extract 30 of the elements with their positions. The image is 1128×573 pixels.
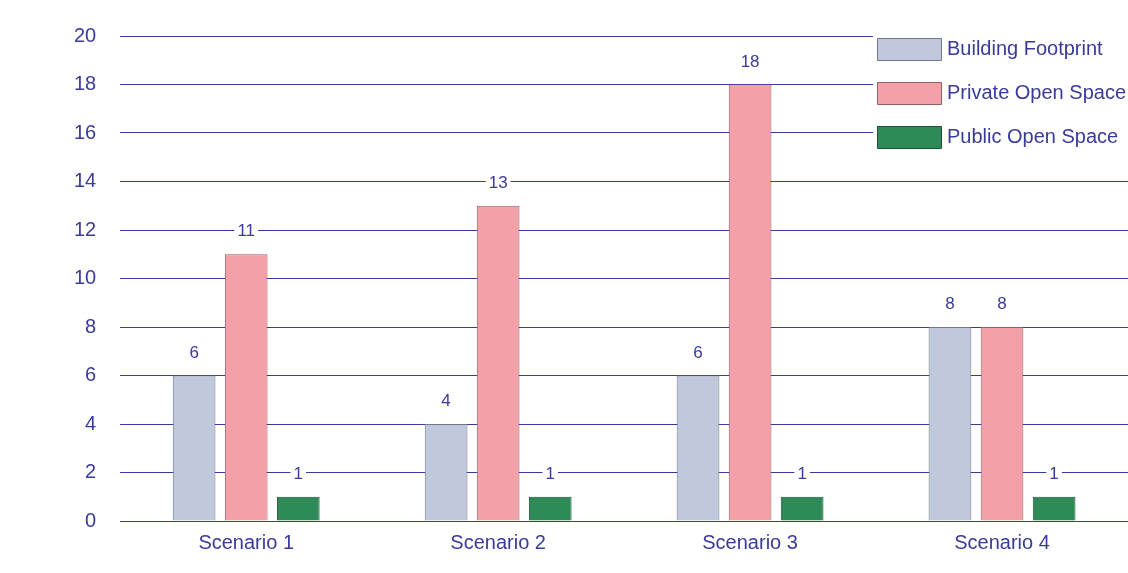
x-tick-label: Scenario 3	[702, 530, 798, 553]
y-tick-label: 6	[85, 363, 97, 386]
legend-label: Building Footprint	[947, 36, 1104, 59]
legend-label: Public Open Space	[947, 124, 1119, 147]
y-tick-label: 2	[85, 460, 97, 483]
data-label: 1	[545, 463, 555, 483]
data-label: 11	[237, 221, 256, 241]
x-tick-label: Scenario 1	[198, 530, 295, 553]
data-label: 6	[189, 342, 199, 362]
y-tick-label: 0	[85, 508, 97, 531]
x-tick-label: Scenario 4	[954, 530, 1050, 553]
data-label: 18	[740, 51, 760, 71]
data-label: 1	[797, 463, 807, 483]
y-tick-label: 18	[74, 72, 97, 95]
y-tick-label: 16	[74, 120, 97, 143]
y-tick-label: 20	[74, 23, 97, 46]
data-label: 1	[1049, 463, 1059, 483]
y-tick-label: 10	[74, 266, 97, 289]
data-label: 1	[293, 463, 304, 483]
data-label: 4	[441, 391, 451, 411]
data-label: 6	[693, 342, 703, 362]
legend-label: Private Open Space	[947, 80, 1127, 103]
y-tick-label: 12	[74, 217, 97, 240]
y-tick-label: 4	[85, 411, 97, 434]
x-tick-label: Scenario 2	[450, 530, 546, 553]
y-tick-label: 8	[85, 314, 97, 337]
data-label: 8	[945, 294, 955, 314]
data-label: 8	[997, 294, 1007, 314]
data-label: 13	[488, 172, 508, 192]
y-tick-label: 14	[74, 169, 97, 192]
